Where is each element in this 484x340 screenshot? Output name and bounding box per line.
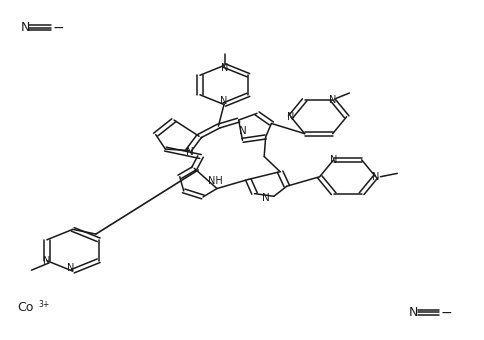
Text: N: N: [221, 63, 228, 73]
Text: N: N: [261, 193, 269, 203]
Text: N: N: [287, 112, 294, 122]
Text: 3+: 3+: [38, 300, 49, 309]
Text: N: N: [329, 155, 337, 165]
Text: N: N: [43, 256, 50, 266]
Text: N: N: [238, 125, 246, 136]
Text: N: N: [220, 96, 227, 106]
Text: −: −: [440, 306, 452, 320]
Text: N: N: [21, 21, 30, 34]
Text: N: N: [185, 147, 193, 157]
Text: Co: Co: [17, 301, 33, 314]
Text: NH: NH: [207, 176, 222, 186]
Text: N: N: [67, 264, 75, 273]
Text: N: N: [408, 306, 417, 319]
Text: N: N: [328, 95, 336, 105]
Text: N: N: [371, 172, 378, 182]
Text: −: −: [52, 21, 64, 35]
